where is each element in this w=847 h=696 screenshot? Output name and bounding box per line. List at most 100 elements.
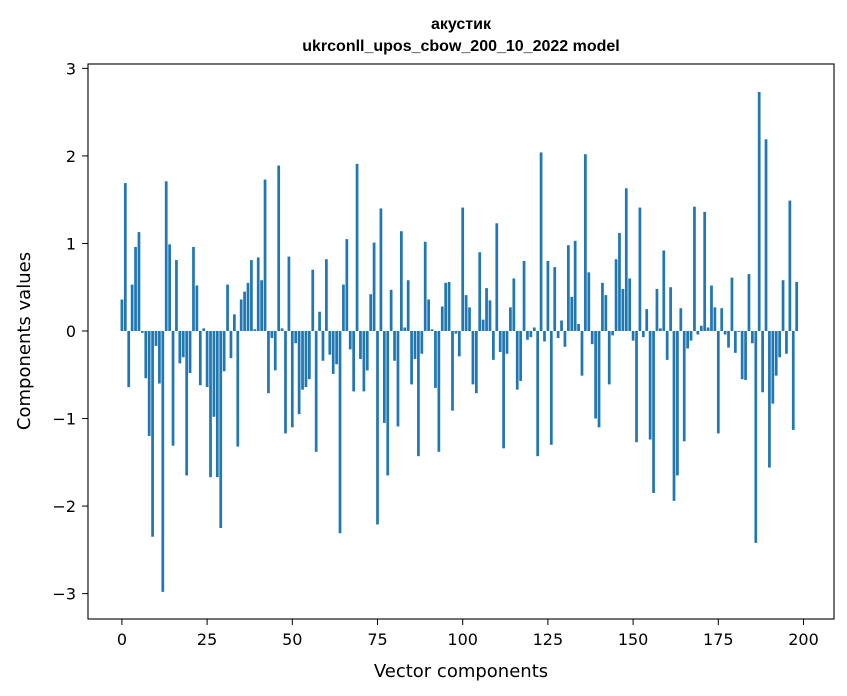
bar — [693, 206, 696, 331]
bar — [771, 331, 775, 404]
bar — [175, 260, 178, 331]
bar — [587, 272, 591, 331]
bar — [655, 288, 659, 331]
bar — [396, 331, 400, 427]
bar — [192, 246, 195, 331]
bar — [219, 331, 223, 528]
bar — [628, 278, 632, 331]
bar — [532, 327, 536, 331]
y-axis-label: Components values — [14, 252, 35, 430]
bar — [457, 331, 461, 357]
bar — [536, 331, 540, 457]
bar — [706, 327, 710, 331]
bar — [699, 325, 703, 331]
bar — [672, 331, 676, 501]
bar — [665, 331, 669, 360]
bar — [335, 331, 338, 365]
bar — [253, 329, 257, 331]
bar — [277, 165, 281, 331]
bar — [781, 280, 785, 331]
x-tick-label: 0 — [117, 630, 127, 649]
bar — [127, 331, 131, 388]
bar — [502, 331, 505, 449]
bar — [539, 152, 543, 331]
bar — [287, 256, 291, 331]
bar — [314, 331, 318, 452]
bar — [498, 331, 502, 353]
bar — [577, 323, 580, 331]
bar — [679, 308, 683, 331]
bar — [669, 287, 672, 331]
bar — [509, 307, 512, 331]
bar — [648, 331, 652, 440]
bar — [400, 231, 403, 331]
bar — [635, 331, 638, 443]
bar — [270, 331, 274, 338]
y-tick-label: 3 — [66, 59, 76, 78]
bar — [171, 331, 175, 446]
bar — [410, 331, 413, 385]
bar — [733, 331, 737, 353]
bar — [488, 300, 492, 331]
bar — [791, 331, 795, 430]
bar — [338, 331, 342, 534]
bar — [372, 242, 376, 331]
x-tick-label: 25 — [197, 630, 217, 649]
bar — [764, 139, 768, 331]
bar — [768, 331, 771, 468]
bar — [233, 314, 236, 331]
bar — [566, 245, 570, 331]
bar — [727, 331, 730, 348]
bar — [307, 331, 311, 380]
bar — [256, 257, 260, 331]
bar — [140, 331, 144, 333]
bar — [468, 307, 471, 331]
bar — [761, 331, 764, 393]
bar — [168, 244, 171, 331]
bar — [543, 331, 546, 342]
bar — [638, 207, 642, 331]
bar — [740, 331, 744, 380]
bar — [212, 331, 216, 417]
bar — [273, 331, 277, 371]
bar — [209, 331, 212, 478]
x-tick-label: 50 — [282, 630, 302, 649]
y-tick-label: −3 — [52, 585, 76, 604]
bar — [369, 294, 373, 331]
bar — [185, 331, 189, 476]
bar — [440, 306, 444, 331]
bar — [130, 284, 134, 331]
bar — [607, 331, 611, 385]
x-tick-label: 125 — [533, 630, 564, 649]
bar — [386, 331, 390, 476]
bar — [723, 331, 727, 335]
bar — [471, 331, 475, 385]
bar — [120, 299, 124, 331]
bar — [413, 331, 417, 360]
bar — [161, 331, 165, 592]
bar — [198, 331, 202, 386]
bar — [696, 331, 700, 335]
bar — [134, 246, 137, 331]
bar — [365, 331, 369, 371]
bar — [406, 280, 410, 331]
bar — [239, 299, 243, 331]
bar — [461, 207, 465, 331]
bar — [737, 331, 741, 332]
bar — [451, 331, 454, 411]
bar — [522, 260, 526, 331]
bar — [641, 331, 645, 338]
bar — [246, 282, 250, 331]
y-tick-label: 2 — [66, 147, 76, 166]
bar — [263, 179, 267, 331]
bar — [529, 331, 533, 338]
bar — [594, 331, 597, 419]
bar — [682, 331, 686, 442]
bar — [229, 331, 233, 359]
x-axis-label: Vector components — [374, 661, 548, 682]
bar-series — [120, 92, 799, 592]
bar — [597, 331, 601, 428]
bar — [437, 331, 441, 452]
bar — [215, 331, 219, 478]
